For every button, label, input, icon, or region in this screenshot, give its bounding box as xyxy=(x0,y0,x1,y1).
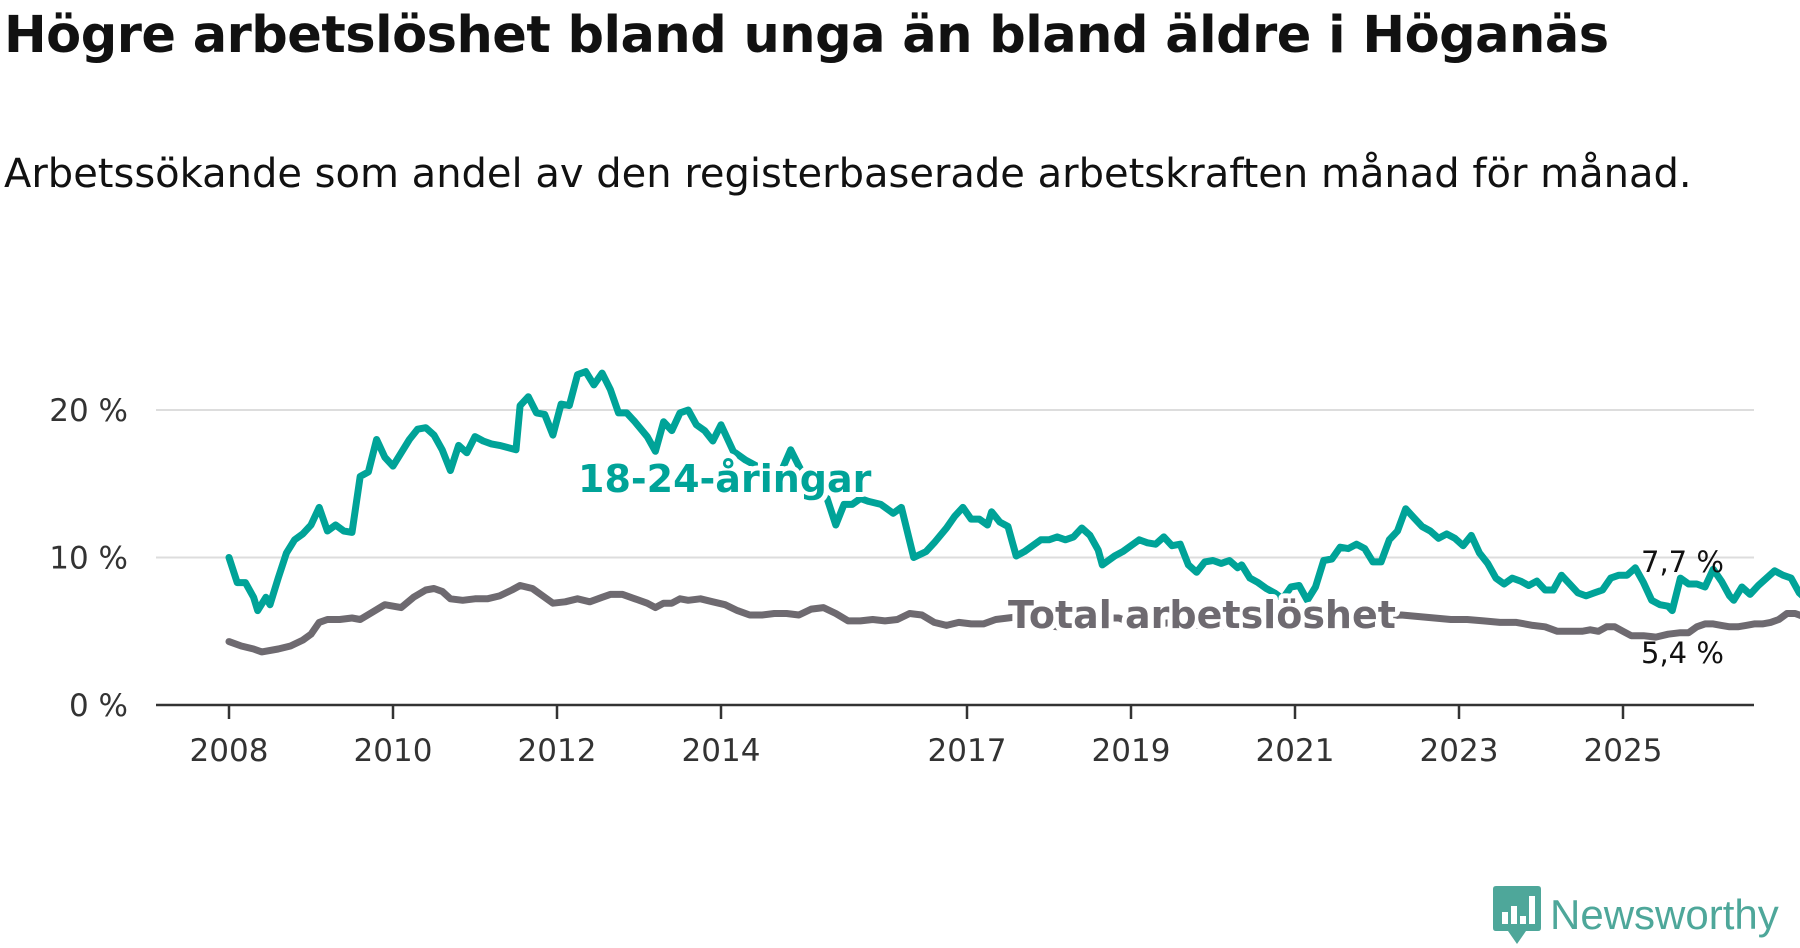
x-tick-label-2025: 2025 xyxy=(1584,733,1663,769)
x-tick-label-2012: 2012 xyxy=(518,733,597,769)
x-tick-label-2019: 2019 xyxy=(1092,733,1171,769)
x-tick-label-2008: 2008 xyxy=(190,733,269,769)
series-line-youth xyxy=(225,368,1800,615)
series-label-youth: 18-24-åringar xyxy=(578,457,872,501)
series-lines xyxy=(225,368,1800,656)
chart-subtitle: Arbetssökande som andel av den registerb… xyxy=(4,151,1692,197)
y-tick-label-0: 0 % xyxy=(69,688,128,724)
x-tick-label-2010: 2010 xyxy=(354,733,433,769)
x-tick-label-2017: 2017 xyxy=(928,733,1007,769)
labels: 18-24-åringar Total arbetslöshet 7,7 % 5… xyxy=(573,452,1724,670)
newsworthy-logo: Newsworthy xyxy=(1492,884,1779,946)
end-value-label-total: 5,4 % xyxy=(1641,636,1724,670)
y-tick-label-10: 10 % xyxy=(49,541,128,577)
x-tick-label-2021: 2021 xyxy=(1256,733,1335,769)
chart-title: Högre arbetslöshet bland unga än bland ä… xyxy=(4,6,1609,65)
brand-name: Newsworthy xyxy=(1550,891,1779,938)
end-value-label-youth: 7,7 % xyxy=(1641,545,1724,579)
series-line-total xyxy=(225,582,1800,656)
newsworthy-logo-icon xyxy=(1493,886,1541,944)
y-tick-label-20: 20 % xyxy=(49,393,128,429)
x-tick-label-2014: 2014 xyxy=(682,733,761,769)
gridlines: 0 % 10 % 20 % xyxy=(49,393,1754,724)
series-label-total: Total arbetslöshet xyxy=(1008,593,1396,637)
x-tick-label-2023: 2023 xyxy=(1420,733,1499,769)
x-axis: 2008 2010 2012 2014 2017 2019 2021 2023 2025 xyxy=(156,703,1754,769)
